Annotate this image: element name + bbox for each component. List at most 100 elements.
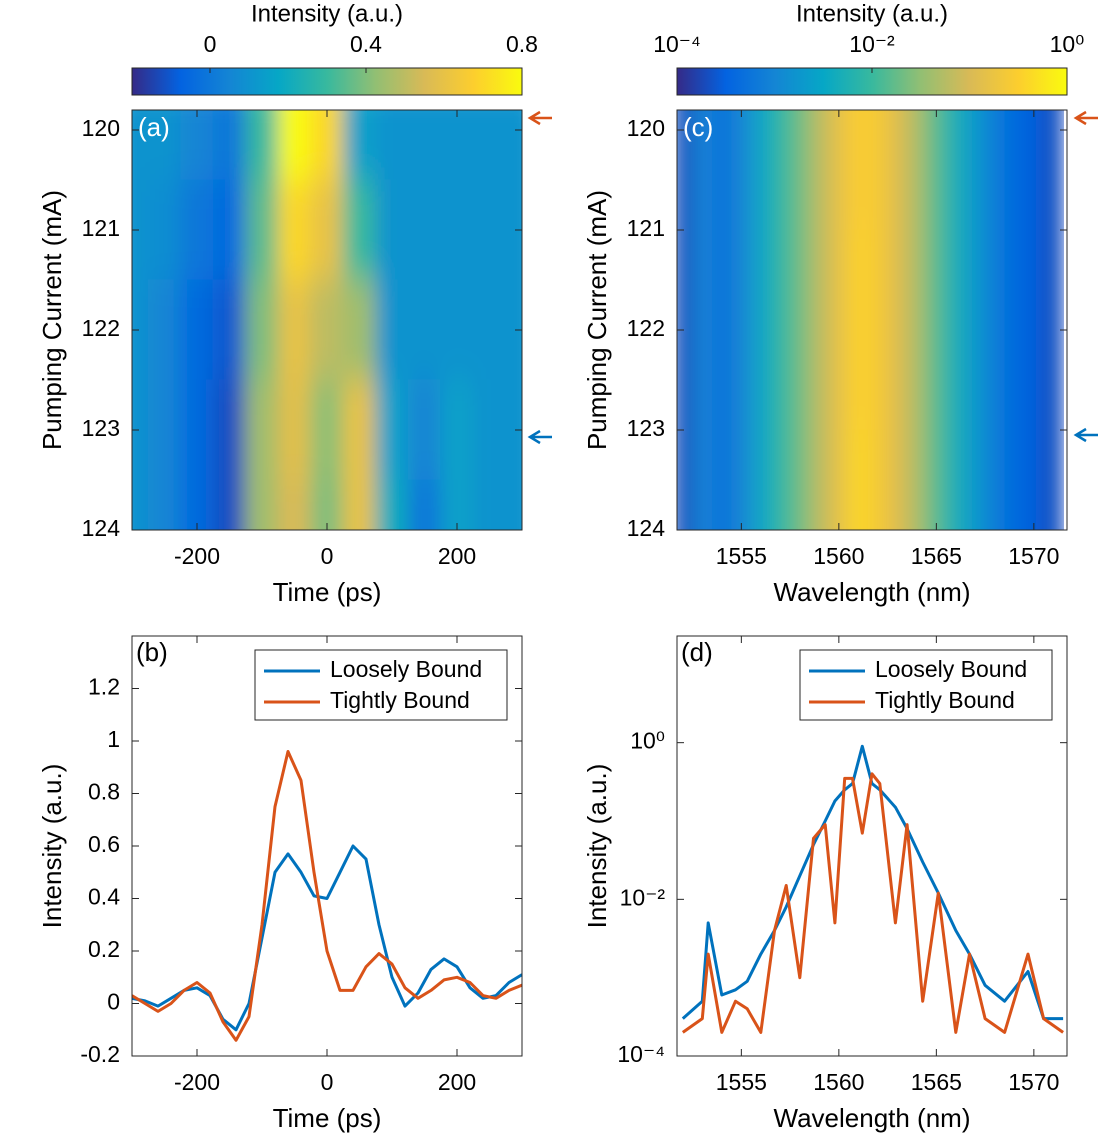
heatmap-cell — [472, 479, 507, 530]
arrow-markers — [527, 110, 1098, 445]
heatmap-cell — [407, 379, 442, 481]
colorbar-label: Intensity (a.u.) — [251, 0, 403, 27]
y-tick-label: 0.8 — [88, 779, 120, 805]
heatmap-cell — [132, 279, 149, 381]
heatmap-cell — [965, 229, 986, 431]
plot-area — [681, 744, 1064, 1034]
y-tick-label: -0.2 — [80, 1041, 120, 1067]
heatmap-cell — [828, 110, 850, 231]
heatmap-cell — [180, 179, 214, 281]
colorbar-tick-label: 0 — [204, 31, 217, 57]
x-axis-label: Time (ps) — [273, 577, 382, 607]
line-series — [132, 844, 522, 1032]
heatmap-cell — [472, 110, 507, 181]
x-tick-label: 200 — [438, 543, 476, 569]
heatmap-cell — [677, 429, 694, 530]
x-tick-label: 1560 — [813, 543, 864, 569]
legend-label: Loosely Bound — [875, 656, 1027, 682]
y-tick-label: 120 — [82, 115, 120, 141]
heatmap-cell — [245, 379, 279, 481]
heatmap-cell — [984, 229, 1006, 431]
heatmap-cell — [407, 179, 442, 281]
heatmap-cell — [132, 110, 149, 181]
heatmap-cell — [342, 279, 377, 381]
heatmap-cell — [731, 429, 752, 530]
heatmap-cell — [926, 229, 947, 431]
heatmap-cell — [692, 229, 713, 431]
heatmap-cell — [310, 179, 344, 281]
heatmap-cell — [342, 379, 377, 481]
x-tick-label: -200 — [174, 1069, 220, 1095]
legend-label: Tightly Bound — [330, 687, 470, 713]
y-tick-label: 0 — [107, 989, 120, 1015]
heatmap-cell — [965, 429, 986, 530]
y-tick-label: 10⁻² — [620, 884, 666, 910]
heatmap-cell — [245, 179, 279, 281]
line-series — [681, 744, 1064, 1021]
heatmap-cell — [132, 179, 149, 281]
x-axis-label: Wavelength (nm) — [774, 577, 971, 607]
heatmap-cell — [867, 110, 889, 231]
heatmap-cell — [310, 479, 344, 530]
axes-box — [676, 109, 1068, 531]
line-series — [132, 750, 522, 1042]
heatmap-cell — [212, 479, 247, 530]
heatmap-cell — [677, 110, 694, 231]
x-tick-label: 0 — [321, 1069, 334, 1095]
heatmap-cell — [180, 279, 214, 381]
heatmap-cell — [828, 229, 850, 431]
y-tick-label: 1.2 — [88, 674, 120, 700]
heatmap-cell — [245, 479, 279, 530]
axes-box — [131, 635, 523, 1057]
heatmap-cell — [440, 479, 474, 530]
heatmap-cell — [472, 279, 507, 381]
x-tick-label: 1565 — [911, 543, 962, 569]
arrow-loosely — [1073, 427, 1098, 443]
heatmap-cell — [984, 110, 1006, 231]
colorbar-tick-label: 10⁰ — [1050, 31, 1085, 57]
heatmap-cell — [711, 429, 733, 530]
heatmap-cell — [375, 379, 409, 481]
heatmap-cell — [1004, 229, 1025, 431]
y-axis-label: Pumping Current (mA) — [37, 190, 67, 450]
legend-label: Loosely Bound — [330, 656, 482, 682]
x-tick-label: 200 — [438, 1069, 476, 1095]
y-tick-label: 121 — [82, 215, 120, 241]
heatmap-cell — [887, 229, 908, 431]
heatmap-cell — [180, 110, 214, 181]
y-tick-label: 121 — [627, 215, 665, 241]
heatmap-cell — [1043, 110, 1064, 231]
heatmap-cell — [945, 110, 967, 231]
heatmap-cell — [809, 110, 830, 231]
heatmap-cell — [440, 279, 474, 381]
heatmap-cell — [407, 110, 442, 181]
y-tick-label: 0.2 — [88, 936, 120, 962]
heatmap-cell — [277, 379, 312, 481]
heatmap-cell — [245, 279, 279, 381]
legend-box — [254, 649, 508, 721]
heatmap-cell — [789, 229, 811, 431]
heatmap-cell — [677, 229, 694, 431]
x-tick-label: 1570 — [1008, 1069, 1059, 1095]
colorbar-tick-label: 10⁻⁴ — [653, 31, 701, 57]
y-tick-label: 124 — [627, 515, 666, 541]
heatmap-cell — [440, 110, 474, 181]
heatmap-cell — [472, 379, 507, 481]
heatmap-cell — [1043, 229, 1064, 431]
arrow-tightly — [527, 110, 552, 126]
heatmap-cell — [277, 279, 312, 381]
y-tick-label: 1 — [107, 726, 120, 752]
colorbar-tick-label: 10⁻² — [849, 31, 895, 57]
x-axis-label: Wavelength (nm) — [774, 1103, 971, 1133]
arrow-loosely — [527, 429, 552, 445]
heatmap-cell — [848, 110, 869, 231]
heatmap-cell — [310, 279, 344, 381]
x-tick-label: 1560 — [813, 1069, 864, 1095]
panel-label: (d) — [681, 637, 713, 667]
heatmap-cell — [692, 110, 713, 231]
heatmap-cell — [848, 429, 869, 530]
heatmap-cell — [750, 229, 772, 431]
heatmap-cell — [848, 229, 869, 431]
heatmap-cell — [375, 179, 409, 281]
